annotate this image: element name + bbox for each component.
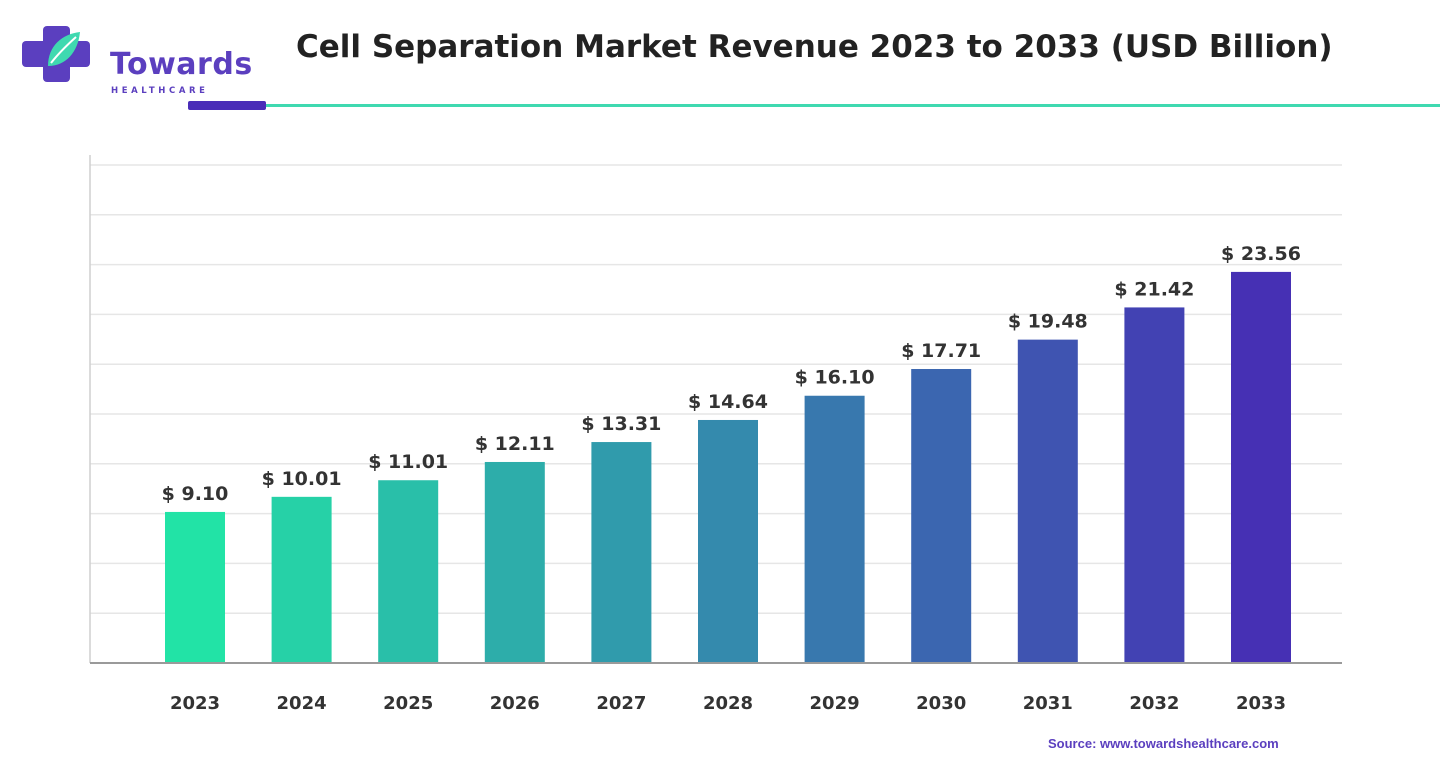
bar-2028 [698,419,758,663]
logo-subtitle: HEALTHCARE [111,86,209,96]
bar-2029 [804,395,865,663]
x-tick-label-2026: 2026 [490,693,540,714]
x-tick-label-2029: 2029 [810,693,860,714]
bar-2025 [378,480,439,663]
bar-2023 [165,511,225,663]
title-underline-accent [188,101,266,110]
bar-2033 [1231,271,1291,663]
bar-2027 [591,442,652,663]
chart-x-tick-labels: 2023 2024 2025 2026 2027 2028 2029 2030 2031 2032… [170,693,1286,714]
bar-2030 [911,369,972,663]
x-tick-label-2025: 2025 [383,693,433,714]
x-tick-label-2024: 2024 [277,693,327,714]
value-label-2024: $ 10.01 [262,468,342,490]
value-label-2023: $ 9.10 [162,483,229,505]
bar-2026 [484,461,545,663]
value-label-2029: $ 16.10 [795,367,875,389]
chart-bars [165,271,1291,663]
x-tick-label-2023: 2023 [170,693,220,714]
value-label-2032: $ 21.42 [1114,278,1194,300]
x-tick-label-2031: 2031 [1023,693,1073,714]
bar-2031 [1017,339,1078,663]
source-note: Source: www.towardshealthcare.com [1048,736,1279,751]
chart-axes [89,155,1342,664]
chart-value-labels: $ 9.10 $ 10.01 $ 11.01 $ 12.11 $ 13.31 $ 14.6… [162,243,1301,505]
value-label-2030: $ 17.71 [901,340,981,362]
x-tick-label-2030: 2030 [916,693,966,714]
bar-2032 [1124,307,1185,663]
value-label-2027: $ 13.31 [581,413,661,435]
title-underline-rule [266,104,1440,107]
x-tick-label-2032: 2032 [1129,693,1179,714]
x-tick-label-2027: 2027 [596,693,646,714]
x-tick-label-2028: 2028 [703,693,753,714]
value-label-2033: $ 23.56 [1221,243,1301,265]
value-label-2026: $ 12.11 [475,433,555,455]
bar-2024 [271,496,332,663]
chart-title: Cell Separation Market Revenue 2023 to 2… [296,29,1333,65]
x-tick-label-2033: 2033 [1236,693,1286,714]
value-label-2031: $ 19.48 [1008,311,1088,333]
value-label-2025: $ 11.01 [368,451,448,473]
towards-healthcare-logo: Towards HEALTHCARE [18,22,252,95]
value-label-2028: $ 14.64 [688,391,768,413]
medical-cross-logo-icon [22,26,90,82]
logo-wordmark: Towards [110,47,253,82]
